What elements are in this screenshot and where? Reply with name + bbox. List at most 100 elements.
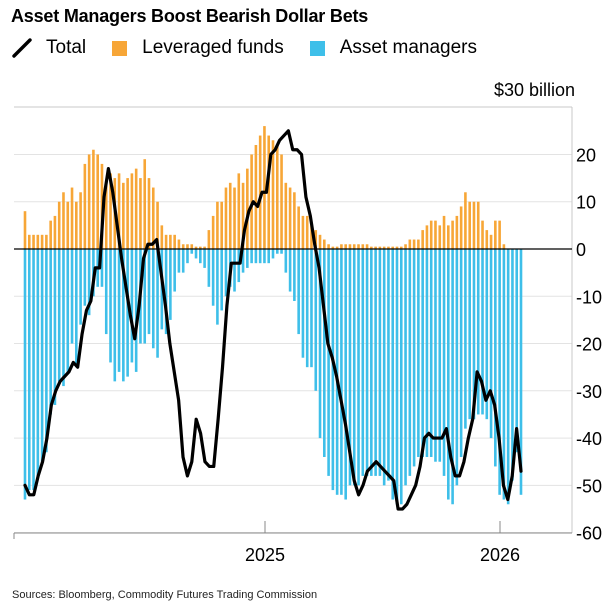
leveraged-funds-bar [378,246,382,249]
asset-managers-bar [494,249,497,467]
asset-managers-bar [323,249,326,457]
asset-managers-bar [79,249,82,325]
asset-managers-bar [382,249,386,486]
leveraged-funds-bar [387,246,390,249]
legend-item-leveraged-funds: Leveraged funds [112,37,284,59]
leveraged-funds-bar [151,187,155,249]
asset-managers-bar [498,249,501,495]
x-tick-label: 2026 [480,545,520,565]
leveraged-funds-bar [139,178,142,249]
legend: Total Leveraged funds Asset managers [12,36,503,60]
asset-managers-bar [357,249,360,486]
asset-managers-bar [237,249,241,283]
asset-managers-bar [293,249,296,301]
y-tick-label: -40 [576,429,602,449]
leveraged-funds-bar [203,246,206,249]
leveraged-funds-bar [186,244,189,249]
asset-managers-bar [207,249,211,287]
asset-managers-bar [301,249,305,358]
asset-managers-bar [181,249,185,273]
leveraged-funds-bar [408,239,412,249]
y-axis-unit-label: $30 billion [494,80,575,100]
asset-managers-bar [459,249,463,457]
asset-managers-bar [434,249,437,462]
asset-managers-bar [438,249,442,462]
leveraged-funds-bar [92,149,95,249]
asset-managers-bar [288,249,292,292]
leveraged-funds-bar [49,220,52,249]
asset-managers-bar [297,249,300,335]
asset-managers-bar [378,249,382,476]
asset-managers-bar [104,249,108,335]
leveraged-funds-bar [228,182,232,249]
asset-managers-bar [258,249,262,264]
asset-managers-bar [340,249,343,495]
leveraged-funds-bar [485,230,489,249]
asset-managers-bar [267,249,271,264]
leveraged-funds-bar [323,239,326,249]
legend-label-asset-managers: Asset managers [339,37,477,58]
line-swatch-icon [12,38,32,58]
asset-managers-bar [246,249,249,268]
leveraged-funds-bar [258,135,262,249]
asset-managers-bar [75,249,78,368]
asset-managers-bar [36,249,40,476]
leveraged-funds-bar [36,234,40,249]
leveraged-funds-bar [442,215,446,249]
asset-managers-bar [40,249,44,462]
legend-label-total: Total [46,37,87,58]
asset-managers-bar [109,249,112,363]
leveraged-funds-bar [156,201,159,249]
asset-managers-bar [451,249,454,505]
asset-managers-bar [327,249,330,476]
asset-managers-bar [506,249,510,505]
leveraged-funds-bar [275,145,279,249]
asset-managers-bar [318,249,322,439]
leveraged-funds-bar [429,220,433,249]
asset-managers-bar [156,249,159,358]
leveraged-funds-bar [233,187,236,249]
asset-managers-bar [476,249,480,415]
asset-managers-bar [374,249,377,476]
asset-managers-bar [70,249,74,344]
asset-managers-bar [280,249,283,254]
asset-managers-bar [203,249,206,268]
leveraged-funds-bar [382,246,386,249]
leveraged-funds-bar [494,220,497,249]
y-tick-label: -30 [576,382,602,402]
asset-managers-bar [263,249,266,264]
leveraged-funds-bar [216,201,219,249]
legend-item-total: Total [12,37,86,59]
asset-managers-bar [485,249,489,420]
asset-managers-bar [100,249,104,287]
asset-managers-bar [220,249,223,311]
leveraged-funds-bar [40,234,44,249]
leveraged-funds-bar [472,201,476,249]
y-tick-label: 0 [576,240,586,260]
leveraged-funds-bar [96,154,99,249]
asset-managers-bar [117,249,121,372]
leveraged-funds-bar [57,201,61,249]
leveraged-funds-bar [489,234,493,249]
asset-managers-bar [164,249,168,335]
asset-managers-bar [241,249,245,273]
leveraged-funds-bar [288,187,292,249]
leveraged-funds-bar [340,244,343,249]
leveraged-funds-bar [284,182,288,249]
leveraged-funds-bar [314,230,318,249]
asset-managers-bar [177,249,181,273]
leveraged-funds-bar [104,182,108,249]
asset-managers-bar [134,249,138,372]
leveraged-funds-bar [134,168,138,249]
asset-managers-bar [352,249,356,486]
leveraged-funds-bar [220,201,223,249]
leveraged-funds-bar [122,182,125,249]
asset-managers-bar [143,249,147,344]
y-tick-label: -50 [576,476,602,496]
y-tick-label: 20 [576,145,596,165]
leveraged-funds-bar [412,239,416,249]
leveraged-funds-bar [190,244,194,249]
asset-managers-bar [233,249,236,292]
leveraged-funds-bar [502,244,506,249]
leveraged-funds-swatch-icon [112,40,128,56]
